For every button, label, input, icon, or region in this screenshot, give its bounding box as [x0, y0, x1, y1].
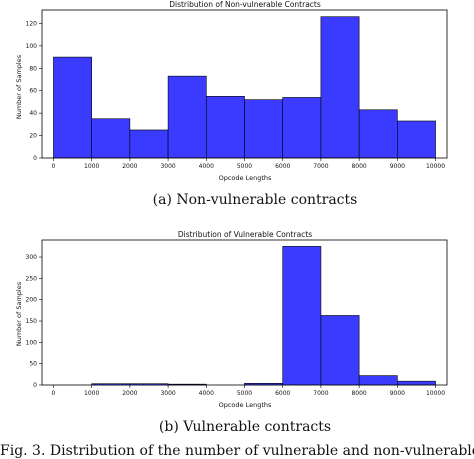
- bar-9000: [397, 120, 436, 159]
- y-tick-label: 20: [29, 133, 37, 140]
- y-tick-label: 0: [33, 382, 37, 389]
- subfigure-caption: (b) Vulnerable contracts: [159, 419, 331, 435]
- x-tick-label: 6000: [275, 163, 290, 170]
- x-tick-label: 8000: [351, 390, 366, 397]
- plot-frame: [41, 239, 448, 386]
- chart-vulnerable: Distribution of Vulnerable Contracts 0 10…: [15, 230, 448, 435]
- x-tick-label: 2000: [122, 390, 137, 397]
- bar-7000: [320, 315, 360, 386]
- y-tick-label: 80: [29, 65, 37, 72]
- subfigure-caption: (a) Non-vulnerable contracts: [153, 192, 358, 208]
- x-tick-label: 7000: [313, 163, 328, 170]
- y-axis-label: Number of Samples: [15, 54, 23, 119]
- x-tick-label: 10000: [426, 163, 445, 170]
- y-tick-label: 120: [26, 20, 38, 27]
- x-tick-label: 4000: [199, 390, 214, 397]
- x-tick-label: 1000: [84, 163, 99, 170]
- x-tick-label: 4000: [199, 163, 214, 170]
- y-tick-label: 0: [33, 155, 37, 162]
- x-tick-label: 0: [52, 390, 56, 397]
- y-tick-label: 50: [29, 361, 37, 368]
- x-tick-label: 5000: [237, 163, 252, 170]
- bars: [91, 246, 436, 386]
- bar-5000: [244, 99, 284, 159]
- x-axis-label: Opcode Lengths: [219, 401, 272, 409]
- y-tick-label: 40: [29, 110, 37, 117]
- bar-8000: [358, 109, 398, 159]
- x-tick-label: 2000: [122, 163, 137, 170]
- x-tick-label: 6000: [275, 390, 290, 397]
- y-axis-label: Number of Samples: [15, 281, 23, 346]
- x-tick-label: 8000: [351, 163, 366, 170]
- bar-4000: [205, 96, 245, 159]
- chart-title: Distribution of Vulnerable Contracts: [178, 230, 312, 239]
- bar-9000: [397, 380, 436, 386]
- x-tick-label: 1000: [84, 390, 99, 397]
- plot-frame: [41, 9, 448, 159]
- bar-6000: [282, 246, 322, 386]
- x-tick-label: 7000: [313, 390, 328, 397]
- bar-0: [53, 56, 92, 159]
- y-tick-label: 100: [26, 339, 38, 346]
- figure-caption: Fig. 3. Distribution of the number of vu…: [0, 443, 474, 459]
- chart-non-vulnerable: Distribution of Non-vulnerable Contracts…: [15, 0, 448, 208]
- bar-1000: [91, 118, 131, 159]
- bar-6000: [282, 97, 322, 159]
- bar-2000: [129, 129, 169, 159]
- ticks: 0 1000 2000 3000 4000 5000 6000 7000 8000 9000 100…: [26, 20, 446, 170]
- y-tick-label: 150: [26, 318, 38, 325]
- bar-7000: [320, 16, 360, 159]
- x-tick-label: 3000: [160, 163, 175, 170]
- y-tick-label: 300: [26, 254, 38, 261]
- x-tick-label: 3000: [160, 390, 175, 397]
- bar-8000: [358, 375, 398, 386]
- bars: [53, 16, 436, 159]
- x-tick-label: 10000: [426, 390, 445, 397]
- y-tick-label: 200: [26, 297, 38, 304]
- y-tick-label: 250: [26, 275, 38, 282]
- bar-3000: [167, 75, 207, 159]
- x-tick-label: 9000: [390, 390, 405, 397]
- x-tick-label: 0: [52, 163, 56, 170]
- y-tick-label: 100: [26, 43, 38, 50]
- y-tick-label: 60: [29, 88, 37, 95]
- chart-title: Distribution of Non-vulnerable Contracts: [169, 0, 321, 9]
- x-tick-label: 9000: [390, 163, 405, 170]
- x-axis-label: Opcode Lengths: [219, 174, 272, 182]
- ticks: 0 1000 2000 3000 4000 5000 6000 7000 8000 9000 100…: [26, 254, 446, 397]
- x-tick-label: 5000: [237, 390, 252, 397]
